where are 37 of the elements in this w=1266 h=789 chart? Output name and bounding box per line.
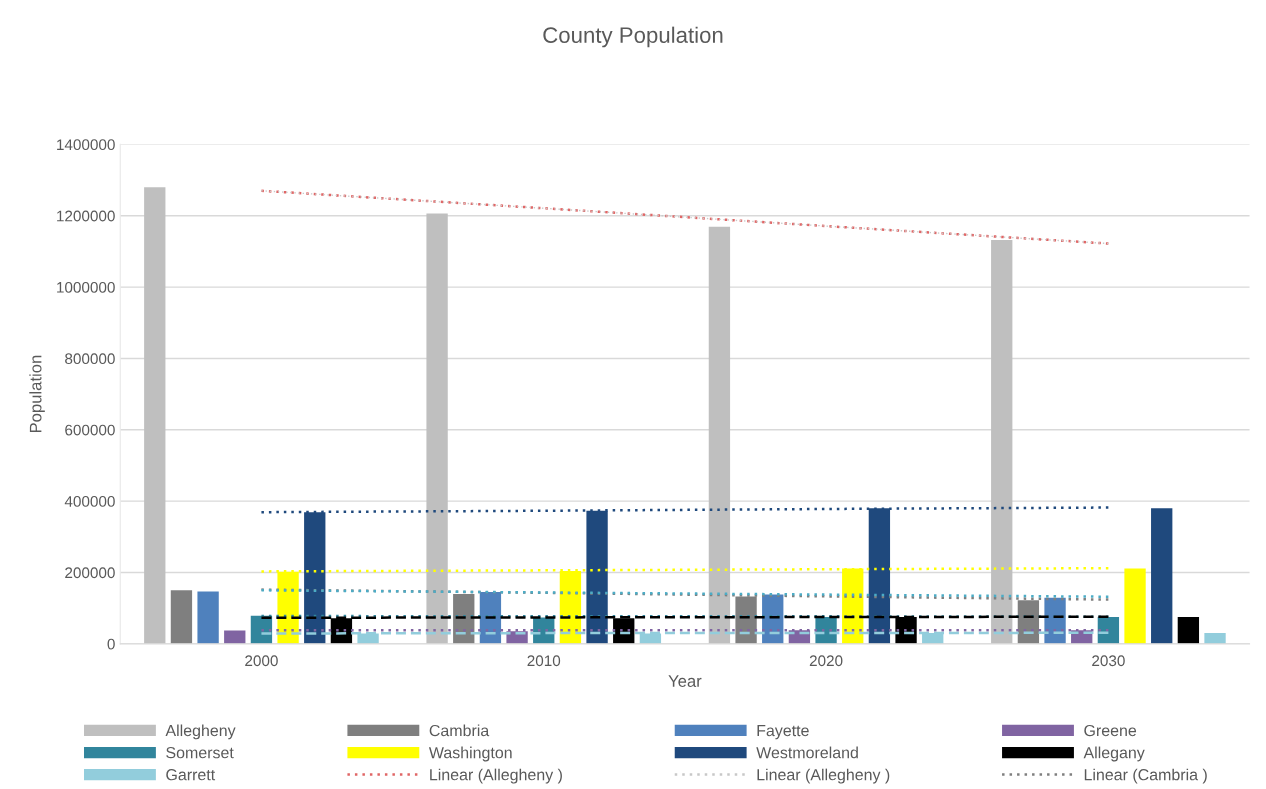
legend-label: Cambria [429,724,490,737]
x-tick-label: 2020 [809,655,843,667]
legend-label: Allegheny [165,724,236,740]
bar [708,226,731,644]
x-axis-title: Year [668,675,702,687]
bar [197,591,219,644]
y-tick-label: 0 [107,638,115,650]
legend-label: Westmoreland [756,746,858,759]
legend-label: Washington [428,746,512,762]
legend-label: Linear (Allegheny ) [430,768,562,784]
legend-label: Somerset [166,746,234,759]
legend-label: Garrett [166,769,216,781]
bar [1204,633,1226,644]
bar [170,590,193,644]
y-axis-title: Population [29,355,45,433]
y-tick-label: 600000 [65,424,115,436]
y-tick-label: 1000000 [57,281,115,293]
y-tick-label: 1200000 [57,210,115,222]
bar [1151,508,1173,644]
bar [144,187,166,644]
x-tick-label: 2000 [245,655,278,667]
bar [1124,568,1146,644]
y-tick-label: 800000 [65,353,115,365]
legend-label: Allegany [1083,746,1145,762]
legend-label: Fayette [757,725,809,740]
y-tick-label: 400000 [64,496,115,507]
bar [991,239,1013,644]
x-tick-label: 2010 [527,655,561,667]
chart-title: County Population [543,26,723,48]
bar [1177,617,1200,644]
legend-label: Linear (Allegheny ) [757,768,890,784]
bar [426,213,448,644]
legend-label: Linear (Cambria ) [1084,768,1207,784]
y-tick-label: 1400000 [57,139,115,151]
legend-label: Greene [1084,724,1137,737]
x-tick-label: 2030 [1092,655,1125,667]
y-tick-label: 200000 [65,567,115,579]
